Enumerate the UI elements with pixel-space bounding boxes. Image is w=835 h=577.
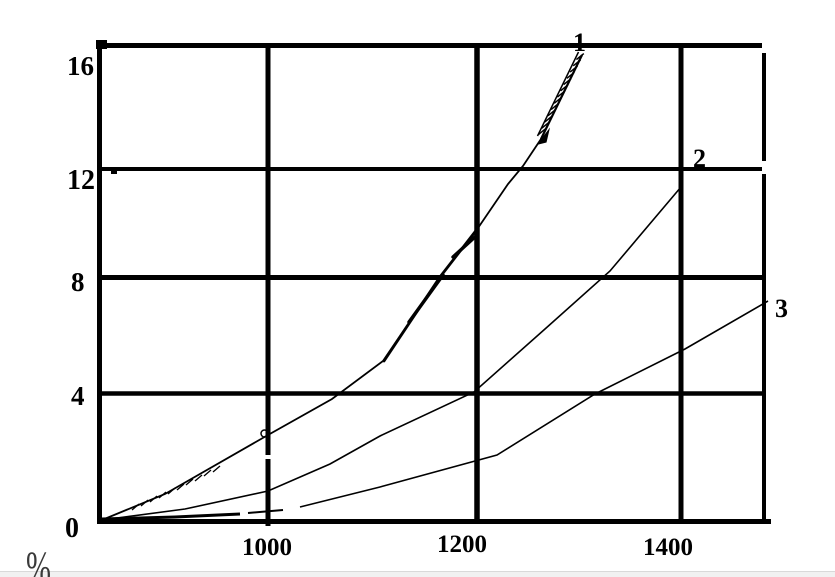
svg-text:1400: 1400 — [643, 534, 693, 561]
svg-text:1000: 1000 — [242, 534, 292, 561]
svg-text:3: 3 — [775, 294, 788, 323]
svg-text:4: 4 — [71, 381, 85, 411]
svg-text:2: 2 — [693, 144, 706, 173]
svg-text:16: 16 — [67, 51, 94, 81]
svg-text:1: 1 — [573, 28, 586, 57]
svg-text:1200: 1200 — [437, 531, 487, 558]
svg-text:8: 8 — [71, 267, 85, 297]
svg-text:%: % — [26, 544, 51, 577]
svg-text:12: 12 — [67, 165, 95, 196]
svg-text:0: 0 — [65, 513, 79, 544]
